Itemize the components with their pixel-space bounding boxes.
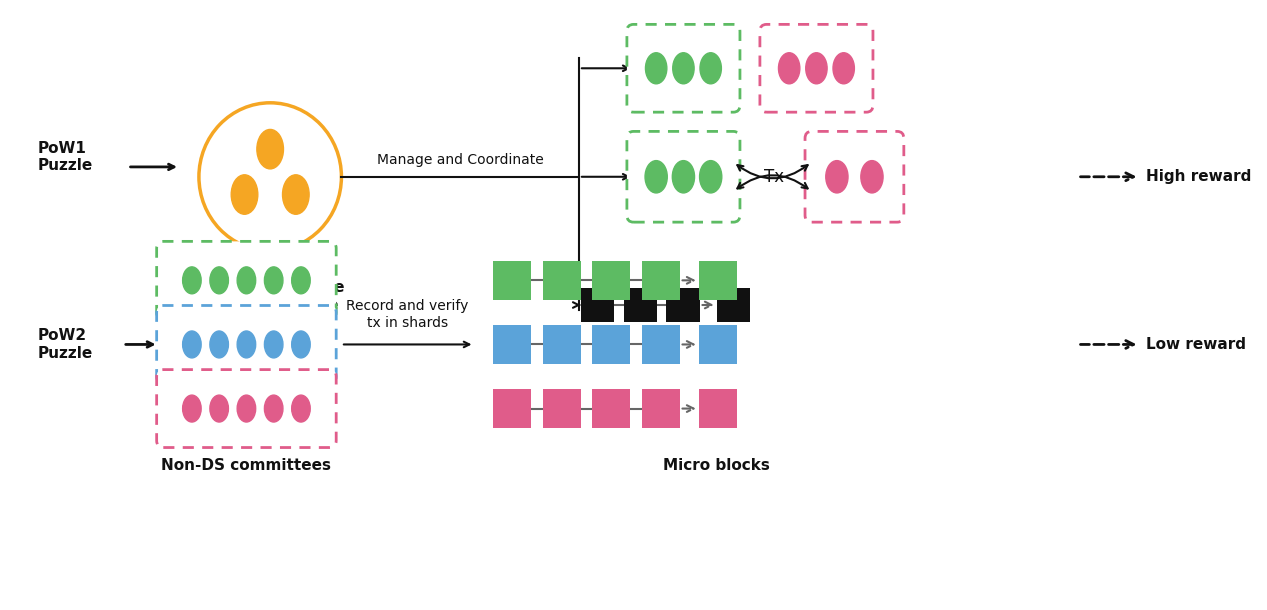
- Bar: [666, 288, 699, 322]
- Ellipse shape: [645, 52, 666, 84]
- Bar: [641, 325, 679, 364]
- Text: Directory Service
(DS) Committee: Directory Service (DS) Committee: [196, 281, 345, 313]
- Ellipse shape: [291, 331, 310, 358]
- Ellipse shape: [210, 267, 228, 294]
- Text: PoW1
Puzzle: PoW1 Puzzle: [38, 141, 92, 173]
- Circle shape: [199, 103, 341, 251]
- Text: Non-DS committees: Non-DS committees: [161, 458, 332, 473]
- Ellipse shape: [237, 331, 256, 358]
- Ellipse shape: [210, 331, 228, 358]
- Bar: [717, 288, 750, 322]
- Ellipse shape: [237, 395, 256, 422]
- Ellipse shape: [778, 52, 799, 84]
- Bar: [493, 389, 531, 428]
- Ellipse shape: [231, 175, 257, 214]
- Ellipse shape: [265, 395, 283, 422]
- Bar: [698, 260, 736, 300]
- FancyBboxPatch shape: [627, 24, 740, 112]
- Text: PoW2
Puzzle: PoW2 Puzzle: [38, 328, 92, 361]
- FancyBboxPatch shape: [157, 370, 336, 448]
- FancyBboxPatch shape: [805, 131, 903, 222]
- FancyBboxPatch shape: [760, 24, 873, 112]
- FancyBboxPatch shape: [157, 306, 336, 384]
- Bar: [542, 325, 580, 364]
- Ellipse shape: [699, 52, 721, 84]
- Ellipse shape: [860, 160, 883, 193]
- Bar: [592, 325, 630, 364]
- Bar: [623, 288, 656, 322]
- Ellipse shape: [182, 331, 201, 358]
- Bar: [641, 389, 679, 428]
- Text: High reward: High reward: [1147, 170, 1252, 184]
- Ellipse shape: [182, 395, 201, 422]
- Ellipse shape: [283, 175, 309, 214]
- Ellipse shape: [291, 267, 310, 294]
- Ellipse shape: [673, 52, 694, 84]
- Text: Micro blocks: Micro blocks: [663, 458, 770, 473]
- Ellipse shape: [237, 267, 256, 294]
- Text: Tx: Tx: [764, 168, 784, 186]
- Bar: [698, 389, 736, 428]
- Bar: [698, 325, 736, 364]
- Bar: [493, 260, 531, 300]
- Ellipse shape: [826, 160, 848, 193]
- Ellipse shape: [257, 129, 284, 169]
- Bar: [542, 389, 580, 428]
- Ellipse shape: [673, 160, 694, 193]
- Ellipse shape: [832, 52, 854, 84]
- Ellipse shape: [265, 267, 283, 294]
- Ellipse shape: [806, 52, 827, 84]
- Text: Manage and Coordinate: Manage and Coordinate: [376, 153, 544, 167]
- Bar: [641, 260, 679, 300]
- Ellipse shape: [210, 395, 228, 422]
- Ellipse shape: [699, 160, 722, 193]
- FancyBboxPatch shape: [157, 242, 336, 319]
- Bar: [493, 325, 531, 364]
- Ellipse shape: [645, 160, 668, 193]
- Ellipse shape: [291, 395, 310, 422]
- Text: Record and verify
tx in shards: Record and verify tx in shards: [346, 300, 469, 329]
- FancyBboxPatch shape: [627, 131, 740, 222]
- Text: Low reward: Low reward: [1147, 337, 1245, 352]
- Bar: [592, 260, 630, 300]
- Bar: [592, 389, 630, 428]
- Ellipse shape: [182, 267, 201, 294]
- Bar: [580, 288, 614, 322]
- Ellipse shape: [265, 331, 283, 358]
- Bar: [542, 260, 580, 300]
